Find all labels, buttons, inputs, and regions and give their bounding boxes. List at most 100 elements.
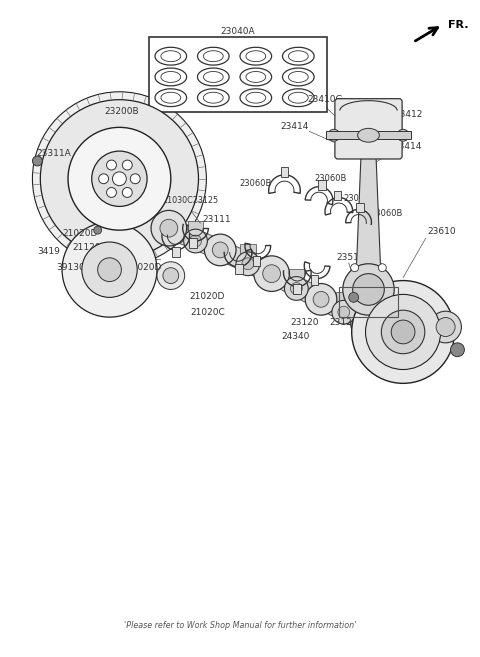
Polygon shape xyxy=(165,219,224,259)
Circle shape xyxy=(40,100,199,258)
Text: 23120: 23120 xyxy=(290,318,319,327)
Circle shape xyxy=(151,210,187,246)
Circle shape xyxy=(157,261,185,290)
Polygon shape xyxy=(317,290,373,332)
Circle shape xyxy=(313,292,329,307)
Circle shape xyxy=(236,252,260,276)
Circle shape xyxy=(263,265,280,283)
Circle shape xyxy=(184,229,207,253)
Polygon shape xyxy=(188,221,204,241)
Circle shape xyxy=(290,283,302,294)
Circle shape xyxy=(360,314,377,332)
Ellipse shape xyxy=(358,128,379,142)
Text: 21030C23125: 21030C23125 xyxy=(163,196,219,206)
Circle shape xyxy=(122,187,132,197)
Circle shape xyxy=(99,174,108,184)
Text: 23200B: 23200B xyxy=(104,108,139,116)
Polygon shape xyxy=(347,141,390,278)
Text: 23124B: 23124B xyxy=(329,318,364,327)
Text: 21120D: 21120D xyxy=(72,243,108,252)
Circle shape xyxy=(328,129,340,141)
Circle shape xyxy=(163,267,179,284)
Text: 23311A: 23311A xyxy=(36,148,71,158)
Circle shape xyxy=(352,281,455,383)
Circle shape xyxy=(451,343,464,357)
Circle shape xyxy=(107,160,117,170)
Text: 21020D: 21020D xyxy=(62,229,97,238)
Circle shape xyxy=(190,235,202,247)
Circle shape xyxy=(33,156,42,166)
Circle shape xyxy=(94,226,102,234)
Bar xyxy=(172,247,180,257)
Circle shape xyxy=(378,263,386,271)
Circle shape xyxy=(406,342,420,355)
Polygon shape xyxy=(240,244,256,263)
Text: 39130A: 39130A xyxy=(57,263,91,272)
Circle shape xyxy=(381,310,425,353)
Circle shape xyxy=(332,300,356,324)
Circle shape xyxy=(351,263,359,271)
Bar xyxy=(189,238,197,248)
Circle shape xyxy=(204,234,236,265)
Circle shape xyxy=(92,151,147,206)
Text: 23412: 23412 xyxy=(394,110,422,120)
Bar xyxy=(334,191,341,200)
Text: 23127B: 23127B xyxy=(420,332,455,341)
Circle shape xyxy=(112,172,126,186)
Text: 3419: 3419 xyxy=(37,247,60,256)
Text: 24340: 24340 xyxy=(281,332,310,341)
Circle shape xyxy=(349,292,359,302)
Polygon shape xyxy=(288,269,304,288)
Text: 23060B: 23060B xyxy=(371,209,403,218)
Bar xyxy=(236,264,243,274)
Circle shape xyxy=(353,274,384,306)
Bar xyxy=(356,202,364,212)
Text: 11004B: 11004B xyxy=(96,281,131,290)
Circle shape xyxy=(285,277,308,300)
Circle shape xyxy=(343,263,394,315)
Circle shape xyxy=(107,187,117,197)
Text: 21020D: 21020D xyxy=(126,263,162,272)
Text: 23610: 23610 xyxy=(428,227,456,236)
Text: 23060B: 23060B xyxy=(314,174,347,183)
Bar xyxy=(149,37,327,112)
Text: 23414: 23414 xyxy=(393,142,421,151)
Circle shape xyxy=(97,258,121,282)
Text: 23060B: 23060B xyxy=(344,194,376,203)
Text: 21020D: 21020D xyxy=(190,292,225,302)
Circle shape xyxy=(351,306,386,341)
Text: 23410G: 23410G xyxy=(307,95,343,104)
Polygon shape xyxy=(363,315,418,357)
Bar xyxy=(252,256,261,265)
Text: 23111: 23111 xyxy=(202,215,230,224)
Bar xyxy=(311,275,319,285)
Text: 23040A: 23040A xyxy=(221,27,255,36)
Circle shape xyxy=(68,127,171,230)
Circle shape xyxy=(130,174,140,184)
Circle shape xyxy=(366,294,441,369)
Circle shape xyxy=(338,306,350,318)
Circle shape xyxy=(391,320,415,344)
Circle shape xyxy=(160,219,178,237)
Text: FR.: FR. xyxy=(447,20,468,30)
Circle shape xyxy=(430,311,461,343)
Circle shape xyxy=(122,160,132,170)
Polygon shape xyxy=(336,292,352,312)
Bar xyxy=(422,341,434,349)
Circle shape xyxy=(436,317,455,336)
Circle shape xyxy=(397,129,409,141)
Circle shape xyxy=(33,92,206,265)
Text: 21020C: 21020C xyxy=(190,308,225,317)
FancyBboxPatch shape xyxy=(335,99,402,159)
Text: 23414: 23414 xyxy=(280,122,309,131)
Bar xyxy=(339,288,398,317)
Ellipse shape xyxy=(413,321,443,341)
Circle shape xyxy=(242,258,254,269)
Bar xyxy=(318,180,326,190)
Bar xyxy=(326,131,411,139)
Circle shape xyxy=(82,242,137,298)
Text: 23060B: 23060B xyxy=(239,179,272,188)
Text: 23513: 23513 xyxy=(336,253,365,261)
Text: 'Please refer to Work Shop Manual for further information': 'Please refer to Work Shop Manual for fu… xyxy=(124,621,356,630)
Circle shape xyxy=(399,335,427,363)
